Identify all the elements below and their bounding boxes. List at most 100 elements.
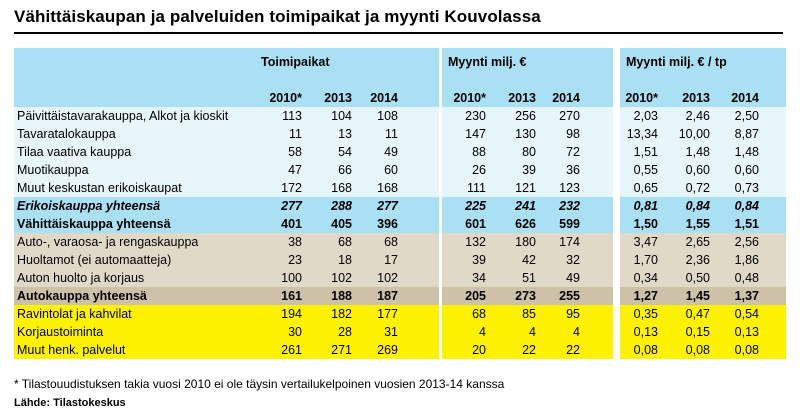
cell-value: 277	[281, 199, 302, 213]
cell-value: 0,08	[685, 343, 710, 357]
cell-value: 4	[573, 325, 580, 339]
table-row: Muotikauppa 47 66 60	[14, 161, 439, 179]
title-underline	[14, 32, 783, 34]
row-label: Tilaa vaativa kauppa	[17, 145, 132, 159]
cell-value: 1,55	[685, 217, 710, 231]
year-header: 2013	[508, 91, 536, 105]
table-row: 111 121 123	[442, 179, 613, 197]
block-toimipaikat: Toimipaikat 2010* 2013 2014 Päivittäistavara…	[14, 48, 439, 374]
cell-value: 13	[338, 127, 352, 141]
cell-value: 1,48	[685, 145, 710, 159]
cell-value: 0,55	[633, 163, 658, 177]
cell-value: 4	[529, 325, 536, 339]
row-label: Muotikauppa	[17, 163, 89, 177]
cell-value: 174	[559, 235, 580, 249]
cell-value: 626	[515, 217, 536, 231]
cell-value: 270	[559, 109, 580, 123]
table-row: Ravintolat ja kahvilat 194 182 177	[14, 305, 439, 323]
header-years-row: 2010* 2013 2014	[442, 89, 613, 107]
header-group-row: Myynti milj. € / tp	[620, 48, 786, 89]
table-row: 0,35 0,47 0,54	[620, 305, 786, 323]
block-myynti: Myynti milj. €2010* 2013 2014 230 256 270 147 1…	[442, 48, 613, 374]
cell-value: 2,03	[633, 109, 658, 123]
cell-value: 22	[522, 343, 536, 357]
cell-value: 49	[566, 271, 580, 285]
cell-value: 32	[566, 253, 580, 267]
column-group-title: Myynti milj. € / tp	[626, 55, 727, 69]
page-title: Vähittäiskaupan ja palveluiden toimipaik…	[14, 7, 541, 26]
cell-value: 13,34	[626, 127, 658, 141]
table-row: Erikoiskauppa yhteensä 277 288 277	[14, 197, 439, 215]
cell-value: 0,60	[685, 163, 710, 177]
header-group-row: Myynti milj. €	[442, 48, 613, 89]
table-row: 3,47 2,65 2,56	[620, 233, 786, 251]
table-row: 601 626 599	[442, 215, 613, 233]
table-row: 68 85 95	[442, 305, 613, 323]
cell-value: 1,37	[734, 289, 759, 303]
cell-value: 232	[559, 199, 580, 213]
cell-value: 0,35	[633, 307, 658, 321]
cell-value: 0,34	[633, 271, 658, 285]
cell-value: 255	[559, 289, 580, 303]
cell-value: 172	[281, 181, 302, 195]
header-years-row: 2010* 2013 2014	[14, 89, 439, 107]
row-label: Erikoiskauppa yhteensä	[17, 199, 161, 213]
row-label: Tavaratalokauppa	[17, 127, 116, 141]
cell-value: 0,84	[685, 199, 710, 213]
cell-value: 95	[566, 307, 580, 321]
cell-value: 230	[465, 109, 486, 123]
cell-value: 121	[515, 181, 536, 195]
cell-value: 38	[288, 235, 302, 249]
cell-value: 256	[515, 109, 536, 123]
cell-value: 34	[472, 271, 486, 285]
row-label: Autokauppa yhteensä	[17, 289, 147, 303]
cell-value: 3,47	[633, 235, 658, 249]
table-row: 132 180 174	[442, 233, 613, 251]
row-label: Auto-, varaosa- ja rengaskauppa	[17, 235, 199, 249]
cell-value: 0,73	[734, 181, 759, 195]
header-group-row: Toimipaikat	[14, 48, 439, 89]
cell-value: 20	[472, 343, 486, 357]
cell-value: 147	[465, 127, 486, 141]
block-myynti-per-tp: Myynti milj. € / tp 2010* 2013 2014 2,03 2,46…	[620, 48, 786, 374]
cell-value: 168	[331, 181, 352, 195]
cell-value: 11	[385, 127, 398, 141]
table-row: 0,13 0,15 0,13	[620, 323, 786, 341]
table-row: 0,81 0,84 0,84	[620, 197, 786, 215]
row-label: Vähittäiskauppa yhteensä	[17, 217, 171, 231]
table-row: 205 273 255	[442, 287, 613, 305]
cell-value: 0,84	[734, 199, 759, 213]
cell-value: 188	[331, 289, 352, 303]
cell-value: 102	[377, 271, 398, 285]
cell-value: 241	[515, 199, 536, 213]
cell-value: 123	[559, 181, 580, 195]
table-row: 88 80 72	[442, 143, 613, 161]
cell-value: 51	[522, 271, 536, 285]
cell-value: 2,36	[685, 253, 710, 267]
cell-value: 161	[281, 289, 302, 303]
cell-value: 180	[515, 235, 536, 249]
cell-value: 0,47	[685, 307, 710, 321]
cell-value: 113	[282, 109, 302, 123]
table-row: Muut keskustan erikoiskaupat 172 168 168	[14, 179, 439, 197]
cell-value: 1,51	[633, 145, 658, 159]
cell-value: 405	[331, 217, 352, 231]
cell-value: 2,46	[685, 109, 710, 123]
year-header: 2010*	[269, 91, 302, 105]
cell-value: 2,50	[734, 109, 759, 123]
cell-value: 104	[331, 109, 352, 123]
cell-value: 108	[377, 109, 398, 123]
table-row: 147 130 98	[442, 125, 613, 143]
cell-value: 1,70	[633, 253, 658, 267]
table-row: 20 22 22	[442, 341, 613, 359]
table-row: 225 241 232	[442, 197, 613, 215]
cell-value: 49	[384, 145, 398, 159]
cell-value: 0,13	[734, 325, 759, 339]
cell-value: 47	[288, 163, 302, 177]
table-row: 1,70 2,36 1,86	[620, 251, 786, 269]
cell-value: 68	[338, 235, 352, 249]
cell-value: 31	[384, 325, 398, 339]
table-row: 1,51 1,48 1,48	[620, 143, 786, 161]
cell-value: 36	[566, 163, 580, 177]
cell-value: 8,87	[734, 127, 759, 141]
